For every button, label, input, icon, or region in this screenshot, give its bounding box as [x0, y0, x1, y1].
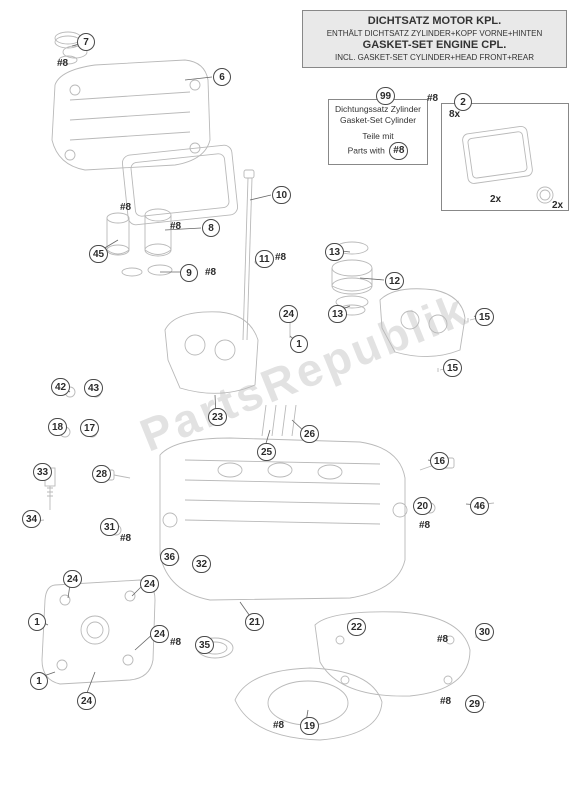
hash-5: #8 [427, 93, 438, 104]
callout-24-32: 24 [63, 570, 82, 588]
callout-1-13: 1 [290, 335, 308, 353]
qty-2xa: 2x [490, 194, 501, 205]
callout-24-33: 24 [140, 575, 159, 593]
callout-17-20: 17 [80, 419, 99, 437]
callout-7-0: 7 [77, 33, 95, 51]
callout-46-27: 46 [470, 497, 489, 515]
callout-21-36: 21 [245, 613, 264, 631]
callout-32-31: 32 [192, 555, 211, 573]
callout-15-14: 15 [475, 308, 494, 326]
callout-18-19: 18 [48, 418, 67, 436]
hash-1: #8 [120, 202, 131, 213]
callout-24-12: 24 [279, 305, 298, 323]
callout-23-18: 23 [208, 408, 227, 426]
callout-25-22: 25 [257, 443, 276, 461]
hash-3: #8 [205, 267, 216, 278]
callout-35-38: 35 [195, 636, 214, 654]
group-mini-gasket [462, 126, 553, 203]
callout-31-29: 31 [100, 518, 119, 536]
valve-cover-gasket [122, 144, 239, 225]
callout-1-34: 1 [28, 613, 46, 631]
head-bolt-long [243, 170, 254, 340]
cam-housing-right [380, 289, 465, 357]
callout-28-25: 28 [92, 465, 111, 483]
callout-24-35: 24 [150, 625, 169, 643]
callout-12-10: 12 [385, 272, 404, 290]
hash-10: #8 [419, 520, 430, 531]
callout-26-21: 26 [300, 425, 319, 443]
hash-8: #8 [273, 720, 284, 731]
cam-housing-left [165, 312, 258, 394]
callout-24-41: 24 [77, 692, 96, 710]
o-ring-9a [122, 268, 142, 276]
hash-0: #8 [57, 58, 68, 69]
head-gasket-22 [315, 612, 470, 696]
callout-2-3: 2 [454, 93, 472, 111]
callout-11-7: 11 [255, 250, 274, 268]
qty-8x: 8x [449, 109, 460, 120]
callout-9-8: 9 [180, 264, 198, 282]
callout-43-17: 43 [84, 379, 103, 397]
callout-8-5: 8 [202, 219, 220, 237]
callout-36-30: 36 [160, 548, 179, 566]
diagram-svg [0, 0, 581, 795]
hash-4: #8 [275, 252, 286, 263]
spark-plug-tube-right [145, 209, 171, 256]
callout-13-9: 13 [325, 243, 344, 261]
callout-29-43: 29 [465, 695, 484, 713]
spark-plug-tube-left [107, 213, 129, 255]
callout-20-26: 20 [413, 497, 432, 515]
hash-11: #8 [437, 634, 448, 645]
callout-99-2: 99 [376, 87, 395, 105]
valve-cover [52, 46, 210, 170]
hash-2: #8 [170, 221, 181, 232]
callout-10-4: 10 [272, 186, 291, 204]
callout-42-16: 42 [51, 378, 70, 396]
callout-22-37: 22 [347, 618, 366, 636]
callout-1-40: 1 [30, 672, 48, 690]
callout-19-42: 19 [300, 717, 319, 735]
callout-33-24: 33 [33, 463, 52, 481]
hash-7: #8 [170, 637, 181, 648]
callout-30-39: 30 [475, 623, 494, 641]
cam-cap-bracket [42, 580, 155, 684]
callout-34-28: 34 [22, 510, 41, 528]
callout-16-23: 16 [430, 452, 449, 470]
qty-2xb: 2x [552, 200, 563, 211]
o-ring-9b [148, 265, 172, 275]
callout-15-15: 15 [443, 359, 462, 377]
hash-6: #8 [120, 533, 131, 544]
callout-13-11: 13 [328, 305, 347, 323]
callout-45-6: 45 [89, 245, 108, 263]
hash-9: #8 [440, 696, 451, 707]
callout-6-1: 6 [213, 68, 231, 86]
